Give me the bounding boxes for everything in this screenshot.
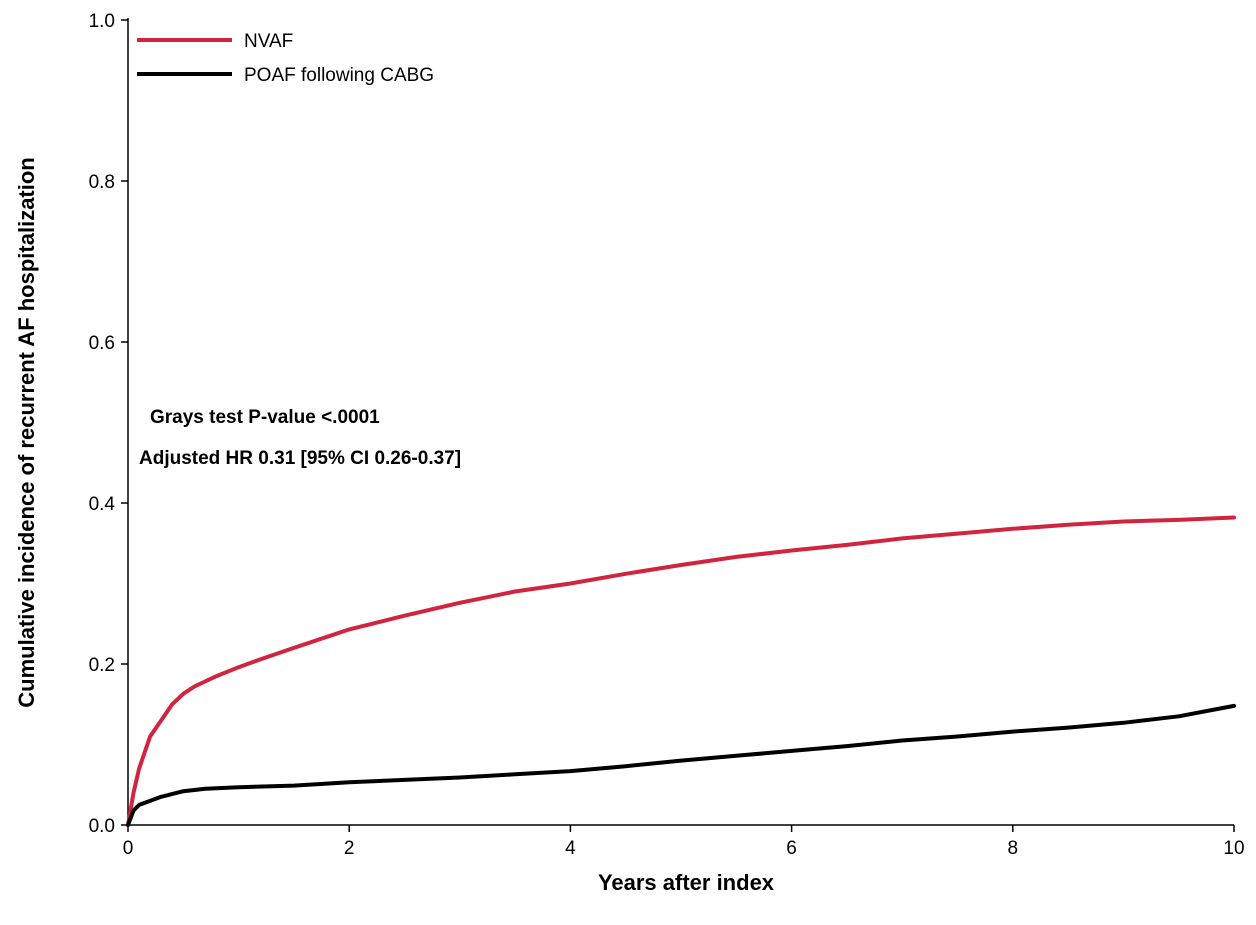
legend-label: NVAF xyxy=(244,31,293,52)
legend-label: POAF following CABG xyxy=(244,65,434,86)
y-tick-label: 0.8 xyxy=(89,172,115,193)
y-ticks: 0.0 0.2 0.4 0.6 0.8 1.0 xyxy=(89,11,128,837)
axes xyxy=(127,18,1234,826)
x-ticks: 0 2 4 6 8 10 xyxy=(123,825,1245,859)
series-layer xyxy=(126,515,1236,827)
x-axis-title: Years after index xyxy=(598,870,775,895)
x-tick-label: 2 xyxy=(344,838,355,859)
series-line-poaf xyxy=(126,703,1236,827)
x-tick-label: 4 xyxy=(565,838,576,859)
y-tick-label: 0.0 xyxy=(89,816,115,837)
legend: NVAF POAF following CABG xyxy=(137,31,434,86)
annotation-p-value: Grays test P-value <.0001 xyxy=(150,407,380,428)
y-tick-label: 0.4 xyxy=(89,494,116,515)
y-axis-title: Cumulative incidence of recurrent AF hos… xyxy=(14,157,39,708)
y-tick-label: 0.6 xyxy=(89,333,115,354)
x-tick-label: 0 xyxy=(123,838,134,859)
x-tick-label: 8 xyxy=(1008,838,1019,859)
series-line-nvaf xyxy=(126,515,1236,827)
x-tick-label: 6 xyxy=(786,838,797,859)
y-tick-label: 0.2 xyxy=(89,655,115,676)
x-tick-label: 10 xyxy=(1223,838,1244,859)
y-tick-label: 1.0 xyxy=(89,11,115,32)
annotation-hazard-ratio: Adjusted HR 0.31 [95% CI 0.26-0.37] xyxy=(139,448,461,469)
